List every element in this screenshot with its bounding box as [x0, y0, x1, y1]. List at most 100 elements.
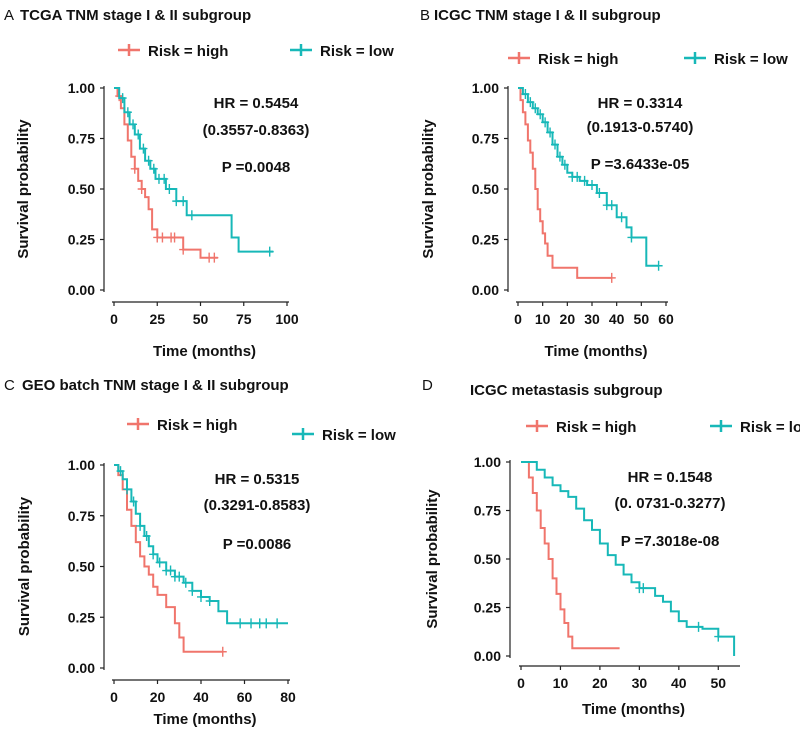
x-axis-label: Time (months): [153, 711, 256, 728]
censor-mark: [149, 549, 158, 560]
censor-mark: [580, 175, 589, 186]
censor-mark: [265, 246, 274, 257]
y-axis-label: Survival probability: [424, 489, 441, 629]
censor-mark: [158, 232, 167, 243]
censor-mark: [137, 184, 146, 194]
panel-letter: C: [4, 377, 15, 394]
panel-d: D ICGC metastasis subgroup Risk = high Risk…: [422, 377, 800, 718]
chart-title: TCGA TNM stage I & II subgroup: [20, 7, 251, 24]
chart-title: ICGC TNM stage I & II subgroup: [434, 7, 661, 24]
x-tick-label: 30: [632, 675, 648, 691]
y-tick-label: 0.00: [68, 282, 95, 298]
y-tick-label: 0.50: [68, 559, 95, 575]
legend-item-low: Risk = low: [684, 51, 788, 68]
censor-mark: [166, 565, 175, 576]
axes: 0.00 0.25 0.50 0.75 1.00 0 10 20 30 40 50: [474, 454, 740, 691]
censor-mark: [129, 496, 138, 507]
censor-mark: [179, 196, 188, 207]
x-tick-label: 20: [560, 311, 576, 327]
censor-mark: [165, 184, 174, 194]
chart-title: ICGC metastasis subgroup: [470, 382, 663, 399]
censor-mark: [714, 631, 723, 642]
censor-mark: [188, 585, 197, 596]
censor-mark: [123, 107, 132, 118]
stat-annotation: HR = 0.3314: [598, 95, 683, 112]
series-low: [114, 87, 274, 257]
censor-mark: [172, 196, 181, 207]
survival-curve-high: [114, 464, 223, 653]
series-high: [521, 461, 620, 650]
legend-item-low: Risk = low: [292, 427, 396, 444]
x-tick-label: 60: [658, 311, 674, 327]
y-tick-label: 0.75: [474, 503, 501, 519]
censor-mark: [142, 531, 151, 542]
x-tick-label: 0: [110, 311, 118, 327]
censor-mark: [136, 520, 145, 531]
legend-label: Risk = high: [148, 43, 228, 60]
stat-annotation: HR = 0.1548: [628, 469, 713, 486]
x-tick-label: 25: [149, 311, 165, 327]
censor-mark: [181, 577, 190, 588]
y-tick-label: 1.00: [68, 80, 95, 96]
censor-mark: [588, 179, 596, 190]
censor-mark: [627, 232, 636, 243]
panel-letter: D: [422, 377, 433, 394]
censor-mark: [210, 252, 219, 263]
legend-item-high: Risk = high: [118, 43, 228, 60]
x-tick-label: 50: [710, 675, 726, 691]
censor-mark: [236, 618, 245, 629]
censor-mark: [205, 596, 214, 607]
legend-item-high: Risk = high: [526, 419, 636, 436]
x-tick-label: 10: [535, 311, 551, 327]
survival-curve-high: [521, 461, 620, 650]
censor-mark: [654, 260, 663, 271]
y-tick-label: 0.25: [68, 232, 95, 248]
x-tick-label: 40: [193, 689, 209, 705]
y-tick-label: 0.50: [68, 181, 95, 197]
stat-annotation: P =0.0086: [223, 536, 292, 553]
legend-label: Risk = low: [322, 427, 396, 444]
x-tick-label: 40: [609, 311, 625, 327]
legend-label: Risk = low: [714, 51, 788, 68]
legend-item-high: Risk = high: [127, 417, 237, 434]
censor-mark: [139, 143, 148, 154]
legend-label: Risk = high: [157, 417, 237, 434]
censor-mark: [118, 93, 127, 104]
censor-mark: [187, 210, 196, 221]
series-low: [521, 461, 736, 656]
x-tick-label: 50: [193, 311, 209, 327]
chart-title: GEO batch TNM stage I & II subgroup: [22, 377, 289, 394]
y-tick-label: 0.25: [474, 600, 501, 616]
y-axis-label: Survival probability: [15, 119, 32, 259]
x-axis-label: Time (months): [153, 343, 256, 360]
x-axis-label: Time (months): [582, 701, 685, 718]
censor-mark: [160, 173, 169, 184]
x-tick-label: 0: [110, 689, 118, 705]
censor-mark: [694, 621, 703, 632]
censor-mark: [639, 583, 648, 594]
y-tick-label: 0.75: [68, 131, 95, 147]
y-tick-label: 1.00: [474, 454, 501, 470]
censor-mark: [129, 119, 138, 130]
legend-label: Risk = low: [320, 43, 394, 60]
x-tick-label: 50: [634, 311, 650, 327]
y-tick-label: 0.00: [472, 282, 499, 298]
censor-mark: [149, 163, 158, 174]
x-tick-label: 0: [514, 311, 522, 327]
censor-mark: [116, 466, 125, 477]
y-tick-label: 0.75: [472, 131, 499, 147]
stat-annotation: P =7.3018e-08: [621, 533, 720, 550]
legend-item-low: Risk = low: [290, 43, 394, 60]
series-low: [518, 87, 663, 271]
x-axis-label: Time (months): [544, 343, 647, 360]
censor-mark: [555, 151, 564, 162]
y-tick-label: 0.25: [472, 232, 499, 248]
censor-mark: [262, 618, 271, 629]
censor-mark: [546, 127, 555, 138]
censor-mark: [617, 212, 626, 223]
stat-annotation: (0.3557-0.8363): [203, 122, 310, 139]
legend-label: Risk = low: [740, 419, 800, 436]
censor-mark: [531, 103, 540, 114]
y-axis-label: Survival probability: [420, 119, 437, 259]
